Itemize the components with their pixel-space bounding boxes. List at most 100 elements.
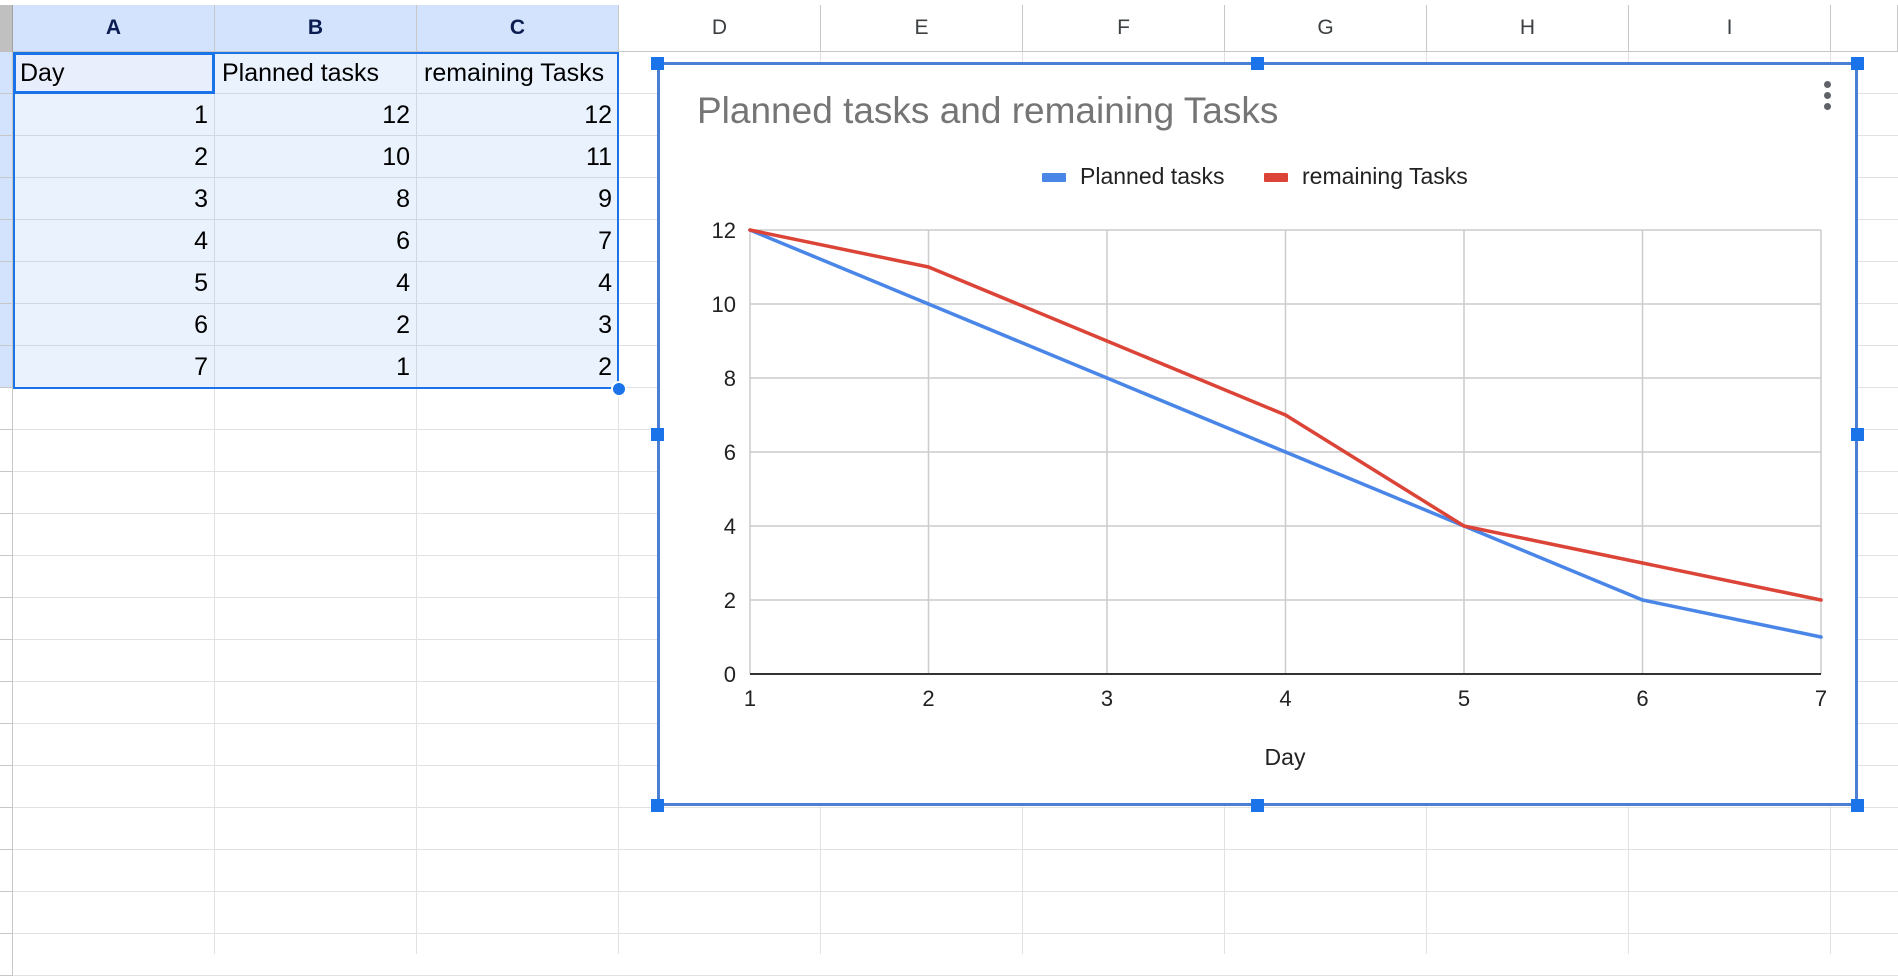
- row-header[interactable]: [0, 430, 13, 472]
- data-point: [1640, 561, 1645, 565]
- resize-handle-top-right[interactable]: [1851, 57, 1864, 70]
- row-gridline: [13, 807, 1898, 808]
- x-tick-label: 1: [744, 686, 756, 711]
- row-header[interactable]: [0, 892, 13, 934]
- data-point: [926, 265, 931, 269]
- row-header[interactable]: [0, 514, 13, 556]
- data-point: [1462, 524, 1466, 528]
- column-header-c[interactable]: C: [417, 5, 619, 52]
- y-tick-label: 6: [724, 440, 736, 465]
- cell-c7[interactable]: 3: [598, 310, 612, 339]
- resize-handle-bottom-left[interactable]: [651, 799, 664, 812]
- cell-b8[interactable]: 1: [396, 352, 410, 381]
- column-header-next[interactable]: [1831, 5, 1898, 52]
- cell-c2[interactable]: 12: [584, 100, 612, 129]
- cell-c8[interactable]: 2: [598, 352, 612, 381]
- resize-handle-bottom[interactable]: [1251, 799, 1264, 812]
- row-header[interactable]: [0, 346, 13, 388]
- select-all-corner[interactable]: [0, 5, 13, 52]
- resize-handle-left[interactable]: [651, 428, 664, 441]
- x-tick-label: 7: [1815, 686, 1827, 711]
- row-header[interactable]: [0, 808, 13, 850]
- data-point: [1640, 598, 1645, 602]
- row-header[interactable]: [0, 598, 13, 640]
- cell-b6[interactable]: 4: [396, 268, 410, 297]
- cell-a7[interactable]: 6: [194, 310, 208, 339]
- cell-a6[interactable]: 5: [194, 268, 208, 297]
- resize-handle-top[interactable]: [1251, 57, 1264, 70]
- data-point: [926, 302, 931, 306]
- row-header[interactable]: [0, 178, 13, 220]
- row-header[interactable]: [0, 388, 13, 430]
- row-header[interactable]: [0, 304, 13, 346]
- x-tick-label: 3: [1101, 686, 1113, 711]
- data-point: [1105, 339, 1109, 343]
- cell-c6[interactable]: 4: [598, 268, 612, 297]
- resize-handle-bottom-right[interactable]: [1851, 799, 1864, 812]
- selected-range: [13, 52, 619, 389]
- row-header[interactable]: [0, 934, 13, 976]
- row-header[interactable]: [0, 472, 13, 514]
- row-header[interactable]: [0, 766, 13, 808]
- row-header[interactable]: [0, 724, 13, 766]
- y-tick-label: 10: [712, 292, 736, 317]
- column-gridline: [214, 52, 215, 954]
- legend-label-2: remaining Tasks: [1302, 163, 1468, 189]
- y-tick-label: 4: [724, 514, 736, 539]
- more-vert-icon-dot: [1824, 92, 1831, 99]
- data-point: [748, 228, 752, 232]
- column-header-i[interactable]: I: [1629, 5, 1831, 52]
- chart-title: Planned tasks and remaining Tasks: [697, 90, 1278, 131]
- column-header-b[interactable]: B: [215, 5, 417, 52]
- resize-handle-top-left[interactable]: [651, 57, 664, 70]
- data-point: [1105, 376, 1109, 380]
- cell-c4[interactable]: 9: [598, 184, 612, 213]
- column-header-e[interactable]: E: [821, 5, 1023, 52]
- row-header[interactable]: [0, 682, 13, 724]
- column-header-h[interactable]: H: [1427, 5, 1629, 52]
- row-header[interactable]: [0, 52, 13, 94]
- cell-a1[interactable]: Day: [20, 58, 65, 87]
- row-header[interactable]: [0, 556, 13, 598]
- row-header[interactable]: [0, 640, 13, 682]
- resize-handle-right[interactable]: [1851, 428, 1864, 441]
- y-tick-label: 8: [724, 366, 736, 391]
- active-cell[interactable]: [13, 52, 215, 94]
- row-header[interactable]: [0, 94, 13, 136]
- cell-a8[interactable]: 7: [194, 352, 208, 381]
- chart-object[interactable]: Planned tasks and remaining Tasks Day 0 2…: [657, 62, 1858, 806]
- cell-b3[interactable]: 10: [382, 142, 410, 171]
- cell-b7[interactable]: 2: [396, 310, 410, 339]
- cell-a2[interactable]: 1: [194, 100, 208, 129]
- cell-b4[interactable]: 8: [396, 184, 410, 213]
- row-header[interactable]: [0, 220, 13, 262]
- cell-c5[interactable]: 7: [598, 226, 612, 255]
- data-point: [1819, 635, 1823, 639]
- cell-a3[interactable]: 2: [194, 142, 208, 171]
- cell-c1[interactable]: remaining Tasks: [424, 58, 605, 87]
- y-tick-label: 2: [724, 588, 736, 613]
- cell-c3[interactable]: 11: [586, 142, 612, 171]
- column-header-g[interactable]: G: [1225, 5, 1427, 52]
- row-gridline: [13, 933, 1898, 934]
- cell-a4[interactable]: 3: [194, 184, 208, 213]
- row-header[interactable]: [0, 850, 13, 892]
- legend-label-1: Planned tasks: [1080, 163, 1224, 189]
- row-gridline: [13, 891, 1898, 892]
- column-header-a[interactable]: A: [13, 5, 215, 52]
- cell-b1[interactable]: Planned tasks: [222, 58, 380, 87]
- column-gridline: [618, 52, 619, 954]
- cell-b2[interactable]: 12: [382, 100, 410, 129]
- row-header[interactable]: [0, 136, 13, 178]
- more-vert-icon[interactable]: [1824, 81, 1831, 88]
- cell-b5[interactable]: 6: [396, 226, 410, 255]
- x-tick-label: 5: [1458, 686, 1470, 711]
- column-header-d[interactable]: D: [619, 5, 821, 52]
- column-header-f[interactable]: F: [1023, 5, 1225, 52]
- y-tick-label: 0: [724, 662, 736, 687]
- data-point: [1819, 598, 1823, 602]
- row-gridline: [13, 849, 1898, 850]
- row-header[interactable]: [0, 262, 13, 304]
- fill-handle[interactable]: [611, 381, 627, 397]
- cell-a5[interactable]: 4: [194, 226, 208, 255]
